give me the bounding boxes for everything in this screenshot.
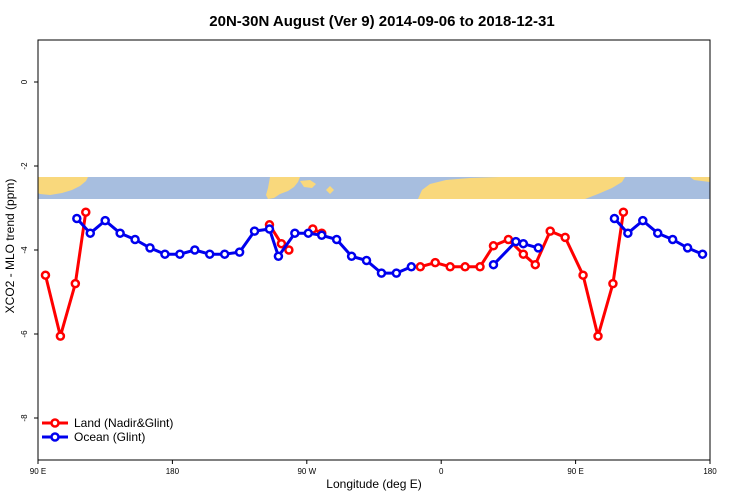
ocean-point [652,228,663,238]
land-point [578,270,588,280]
chart-title: 20N-30N August (Ver 9) 2014-09-06 to 201… [209,13,554,30]
ocean-point [361,255,372,266]
x-tick-label: 0 [439,467,444,476]
plot-frame [37,39,711,461]
land-point [415,262,426,272]
map-land-2 [300,180,316,188]
ocean-point [72,213,82,224]
ocean-point [264,224,275,234]
y-tick-label: -2 [20,162,29,170]
land-point [430,257,440,268]
ocean-point [406,262,417,272]
ocean-point [609,213,620,224]
land-point [276,238,287,249]
land-point [545,226,555,236]
ocean-point [511,236,521,247]
map-land-0 [38,177,88,195]
land-point [284,245,294,255]
ocean-point [115,228,125,238]
land-point [460,262,470,272]
land-point [81,207,91,217]
ocean-point [533,243,544,253]
land-point [488,241,499,251]
ocean-point [130,234,140,245]
x-tick-label: 90 E [30,467,46,476]
map-strip [38,177,710,199]
y-tick-label: 0 [20,79,29,84]
ocean-point [623,228,633,238]
legend-land-label: Land (Nadir&Glint) [74,416,173,430]
map-land-7 [548,184,556,192]
ocean-point [638,215,648,226]
ocean-point [160,249,170,259]
ocean-point [391,268,402,278]
land-point [593,331,603,341]
land-point [70,278,81,289]
map-land-5 [440,192,462,199]
ocean-point [100,215,110,226]
legend-ocean-label: Ocean (Glint) [74,430,145,444]
legend-land-marker [50,418,60,428]
land-point [530,259,541,270]
ocean-point [316,230,327,241]
axis-ticks: 90 E 180 90 W 0 90 E 180 0 -2 -4 -6 -8 [20,79,717,476]
ocean-point [234,247,245,257]
ocean-point [290,228,300,238]
x-tick-label: 180 [703,467,717,476]
x-tick-label: 180 [166,467,180,476]
ocean-point [376,268,387,278]
x-tick-label: 90 W [297,467,316,476]
ocean-point [331,234,342,245]
ocean-point [488,259,499,270]
y-axis-label: XCO2 - MLO trend (ppm) [3,179,17,314]
land-point [518,249,529,259]
land-point [618,207,629,217]
y-tick-label: -6 [20,330,29,338]
land-point [503,234,514,245]
ocean-series-line [75,217,412,275]
y-tick-label: -4 [20,246,29,254]
ocean-point [518,238,529,249]
ocean-point [85,228,96,238]
ocean-point [273,251,284,262]
land-series-line [419,211,625,338]
land-point [445,262,455,272]
land-series-line [44,211,88,338]
ocean-point [190,245,200,255]
legend: Land (Nadir&Glint)Ocean (Glint) [42,416,173,444]
x-tick-label: 90 E [567,467,583,476]
ocean-point [145,243,155,253]
x-axis-label: Longitude (deg E) [326,477,421,491]
y-tick-label: -8 [20,414,29,422]
ocean-point [219,249,230,259]
land-point [608,278,618,289]
ocean-point [346,251,357,262]
map-land-8 [690,177,710,182]
land-point [40,270,51,280]
ocean-point [303,228,314,238]
ocean-point [175,249,185,259]
ocean-point [249,226,260,236]
ocean-point [682,243,693,253]
ocean-point [204,249,215,259]
map-land-3 [326,186,334,194]
land-point [560,232,570,243]
legend-ocean-marker [50,432,60,442]
ocean-point [697,249,708,259]
map-land-6 [520,186,530,193]
map-land-1 [266,177,300,199]
ocean-point [667,234,678,245]
land-point [475,262,485,272]
series-layer [40,207,708,341]
land-point [55,331,66,341]
